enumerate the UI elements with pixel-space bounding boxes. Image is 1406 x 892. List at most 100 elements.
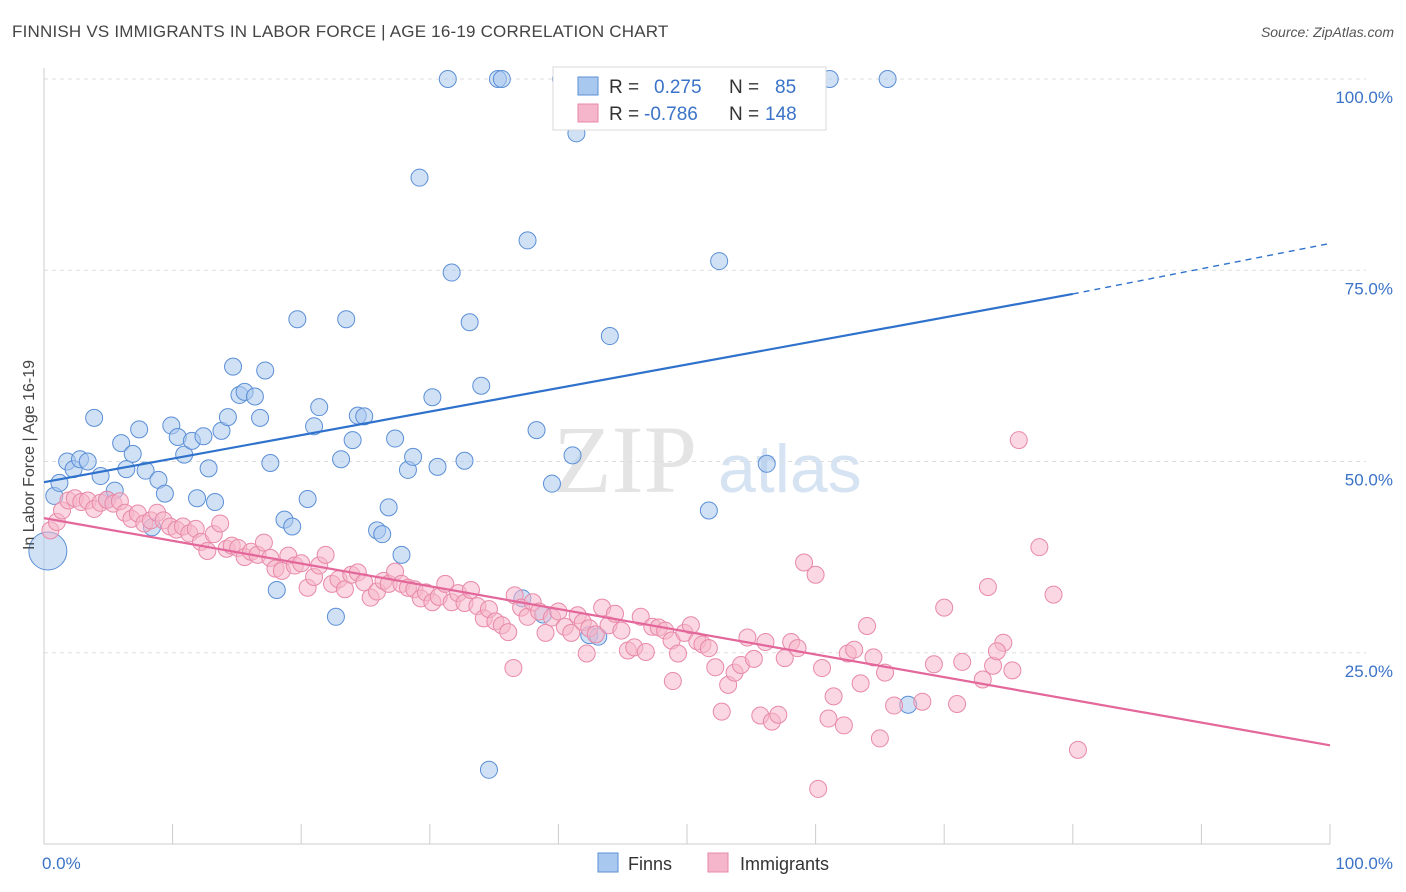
x-tick-label-max: 100.0% — [1335, 854, 1393, 873]
immigrants-point — [663, 672, 682, 691]
immigrants-point — [1068, 740, 1087, 759]
immigrants-n-value: 148 — [765, 104, 797, 125]
immigrants-point — [953, 652, 972, 671]
bottom-legend-immigrants-label: Immigrants — [740, 854, 829, 874]
immigrants-point — [681, 616, 700, 635]
immigrants-point — [254, 533, 273, 552]
immigrants-point — [631, 607, 650, 626]
finns-point — [194, 427, 213, 446]
finns-point — [245, 387, 264, 406]
immigrants-point — [813, 659, 832, 678]
finns-points — [28, 70, 918, 779]
finns-point — [373, 525, 392, 544]
immigrants-point — [211, 514, 230, 533]
immigrants-point — [316, 545, 335, 564]
immigrants-point — [1003, 661, 1022, 680]
finns-point — [130, 420, 149, 439]
finns-point — [50, 473, 69, 492]
finns-point — [112, 434, 131, 453]
finns-point — [392, 545, 411, 564]
immigrants-point — [586, 625, 605, 644]
y-axis-title: In Labor Force | Age 16-19 — [21, 360, 38, 550]
finns-r-value: 0.275 — [654, 77, 702, 98]
immigrants-point — [809, 779, 828, 798]
finns-point — [492, 70, 511, 88]
finns-point — [85, 408, 104, 427]
finns-point — [710, 252, 729, 271]
finns-point — [410, 168, 429, 187]
finns-point — [332, 450, 351, 469]
immigrants-point — [612, 621, 631, 640]
finns-point — [455, 451, 474, 470]
finns-point — [479, 760, 498, 779]
source-credit: Source: ZipAtlas.com — [1260, 24, 1394, 40]
immigrants-point — [795, 553, 814, 572]
finns-point — [337, 310, 356, 329]
finns-point — [460, 313, 479, 332]
finns-point — [386, 429, 405, 448]
finns-point — [123, 444, 142, 463]
finns-point — [600, 327, 619, 346]
watermark-atlas: atlas — [718, 431, 862, 507]
immigrants-r-value: -0.786 — [644, 104, 698, 125]
immigrants-point — [706, 658, 725, 677]
y-tick-label: 75.0% — [1345, 279, 1393, 298]
immigrants-point — [845, 640, 864, 659]
immigrants-point — [1009, 431, 1028, 450]
immigrants-n-label: N = — [729, 104, 759, 125]
bottom-legend-finns-label: Finns — [628, 854, 672, 874]
finns-point — [288, 310, 307, 329]
immigrants-point — [924, 655, 943, 674]
immigrants-point — [913, 692, 932, 711]
finns-point — [878, 70, 897, 88]
finns-point — [224, 357, 243, 376]
finns-point — [155, 484, 174, 503]
bottom-legend-immigrants-swatch — [707, 852, 729, 873]
immigrants-point — [577, 644, 596, 663]
finns-point — [305, 417, 324, 436]
immigrants-point — [549, 602, 568, 621]
finns-trend-line — [43, 292, 1073, 484]
finns-point — [428, 457, 447, 476]
chart-title: FINNISH VS IMMIGRANTS IN LABOR FORCE | A… — [12, 22, 669, 41]
immigrants-point — [536, 623, 555, 642]
trend-lines — [43, 242, 1331, 747]
immigrants-point — [504, 659, 523, 678]
finns-r-label: R = — [609, 77, 639, 98]
finns-point — [251, 408, 270, 427]
bottom-legend: Finns Immigrants — [597, 852, 829, 874]
finns-point — [438, 70, 457, 88]
finns-point — [423, 388, 442, 407]
immigrants-point — [699, 639, 718, 658]
immigrants-point — [834, 716, 853, 735]
finns-point — [472, 376, 491, 395]
stats-legend: R = 0.275 N = 85 R = -0.786 N = 148 — [552, 66, 827, 131]
finns-point — [261, 454, 280, 473]
finns-point — [542, 474, 561, 493]
immigrants-point — [806, 565, 825, 584]
finns-point — [78, 452, 97, 471]
immigrants-point — [978, 577, 997, 596]
y-tick-label: 100.0% — [1335, 88, 1393, 107]
immigrants-point — [819, 709, 838, 728]
finns-n-value: 85 — [775, 77, 796, 98]
finns-point — [298, 489, 317, 508]
finns-point — [563, 446, 582, 465]
y-tick-label: 50.0% — [1345, 471, 1393, 490]
immigrants-point — [851, 674, 870, 693]
finns-point — [379, 498, 398, 517]
x-tick-label-min: 0.0% — [42, 854, 81, 873]
immigrants-point — [636, 642, 655, 661]
immigrants-point — [948, 695, 967, 714]
finns-point — [343, 431, 362, 450]
finns-point — [310, 398, 329, 417]
finns-point — [527, 421, 546, 440]
axes — [43, 68, 1331, 845]
finns-point — [518, 231, 537, 250]
immigrants-swatch — [577, 103, 599, 123]
immigrants-point — [769, 705, 788, 724]
immigrants-point — [744, 649, 763, 668]
immigrants-point — [824, 687, 843, 706]
immigrants-point — [1044, 585, 1063, 604]
immigrants-point — [461, 581, 480, 600]
